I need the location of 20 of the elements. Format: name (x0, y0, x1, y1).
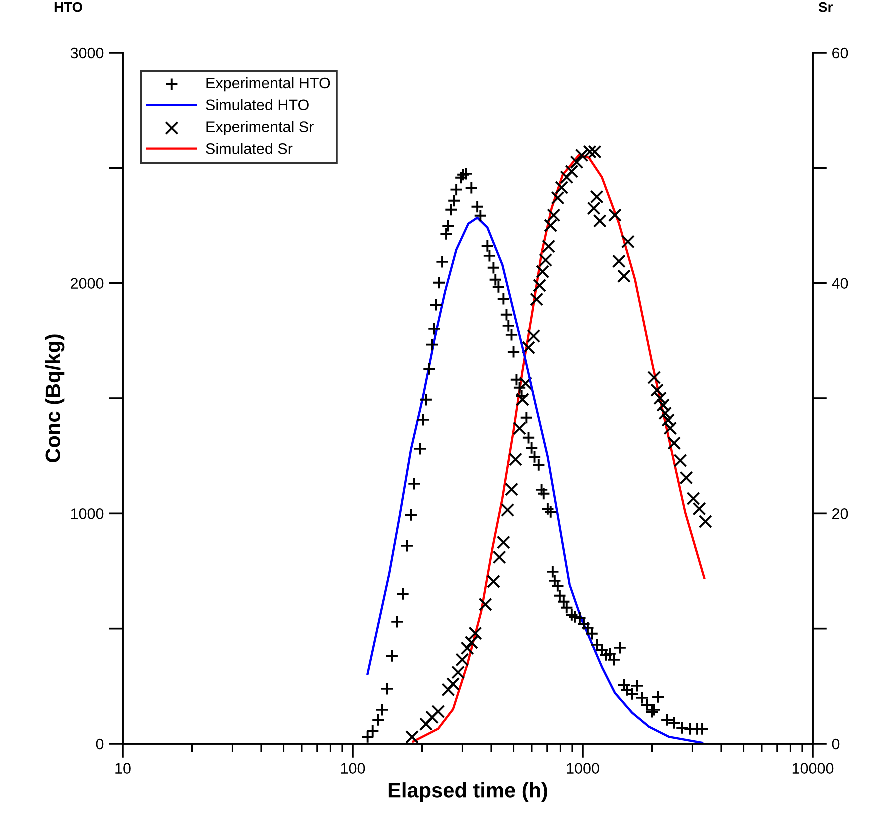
legend-label: Simulated Sr (206, 143, 293, 154)
y2-tick-label: 20 (832, 508, 848, 520)
legend-label: Simulated HTO (206, 99, 309, 111)
legend-label: Experimental HTO (206, 77, 330, 92)
y-tick-label: 2000 (71, 278, 104, 290)
y-tick-label: 0 (96, 738, 104, 750)
x-tick-label: 100 (341, 763, 366, 774)
y-axis-title: Conc (Bq/kg) (45, 334, 65, 462)
y-tick-label: 1000 (71, 508, 104, 520)
x-axis-title: Elapsed time (h) (388, 782, 548, 802)
y2-axis-title: Sr (818, 2, 833, 12)
text: HTO (54, 2, 82, 12)
y2-tick-label: 0 (832, 738, 840, 750)
legend-label: Experimental Sr (206, 121, 314, 136)
y2-tick-label: 40 (832, 278, 848, 290)
y-tick-label: 3000 (70, 48, 104, 59)
y2-tick-label: 60 (832, 48, 848, 59)
x-tick-label: 10000 (792, 763, 834, 774)
x-tick-label: 1000 (567, 763, 600, 774)
x-tick-label: 10 (116, 763, 131, 774)
